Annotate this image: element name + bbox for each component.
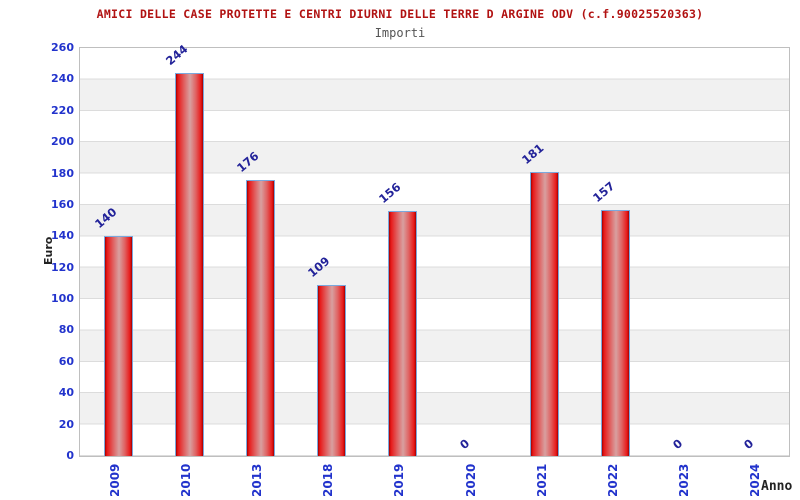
bar-2019: [387, 211, 417, 456]
y-tick-label: 100: [51, 292, 74, 306]
y-tick-label: 200: [51, 135, 74, 149]
x-tick-label-2009: 2009: [108, 463, 122, 497]
y-tick-label: 180: [51, 166, 74, 180]
x-tick-label-2013: 2013: [250, 463, 265, 497]
bar-2018: [316, 285, 346, 456]
y-tick-label: 260: [51, 41, 74, 54]
bar-2009: [103, 236, 133, 456]
bar-2010: [174, 73, 204, 456]
y-axis-title: Euro: [42, 236, 55, 266]
x-tick-label-2018: 2018: [321, 463, 336, 497]
x-tick-label-2010: 2010: [179, 463, 194, 497]
bar-value-label: 244: [163, 41, 191, 68]
bar-2013: [245, 180, 275, 456]
bar-value-label: 140: [92, 204, 120, 231]
bar-value-label: 176: [234, 148, 262, 175]
y-tick-label: 0: [66, 449, 74, 462]
chart-subtitle: Importi: [374, 26, 426, 40]
chart-title: AMICI DELLE CASE PROTETTE E CENTRI DIURN…: [96, 7, 704, 21]
y-tick-label: 60: [58, 354, 74, 368]
x-tick-label-2020: 2020: [463, 463, 478, 497]
bar-value-label: 156: [376, 179, 404, 206]
y-tick-label: 120: [51, 260, 74, 274]
bar-value-label: 157: [589, 178, 618, 205]
y-tick-label: 80: [58, 323, 74, 337]
y-tick-label: 140: [51, 229, 74, 243]
bar-value-label: 0: [740, 436, 757, 452]
y-tick-label: 240: [51, 72, 74, 86]
x-tick-label-2023: 2023: [676, 463, 691, 497]
bar-value-label: 0: [669, 436, 685, 452]
y-tick-label: 20: [58, 417, 74, 431]
y-tick-label: 220: [51, 103, 74, 117]
x-tick-label-2021: 2021: [534, 463, 549, 497]
bar-value-label: 109: [305, 253, 333, 280]
y-tick-label: 160: [51, 197, 74, 211]
bar-2021: [530, 172, 560, 456]
bar-value-label: 0: [456, 436, 472, 452]
x-tick-label-2022: 2022: [605, 463, 620, 497]
bar-2022: [601, 210, 631, 456]
y-tick-label: 40: [58, 386, 74, 400]
bar-value-label: 181: [518, 140, 546, 167]
x-axis-title: Anno: [761, 479, 793, 494]
plot-area: 140 244 176 109 156 0 181 157 0 0: [79, 42, 790, 457]
x-tick-label-2019: 2019: [392, 463, 407, 497]
